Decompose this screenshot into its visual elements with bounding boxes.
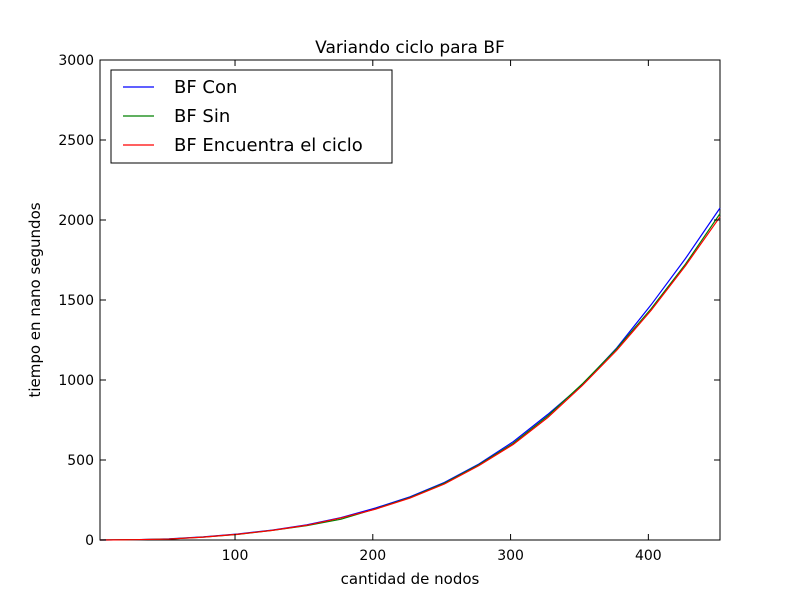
chart-title: Variando ciclo para BF (315, 38, 505, 58)
x-tick-label-1: 100 (222, 548, 249, 564)
legend-label-1: BF Con (174, 77, 237, 98)
x-axis-label: cantidad de nodos (341, 570, 480, 588)
x-tick-label-3: 300 (497, 548, 524, 564)
y-tick-label-4: 1500 (58, 293, 94, 309)
y-tick-label-7: 3000 (58, 53, 94, 69)
series-line-3 (99, 216, 721, 541)
ticks-layer: 100 200 300 400 0 500 1000 1500 2000 2500 3000 (58, 53, 720, 564)
y-tick-label-1: 0 (85, 533, 94, 549)
legend-items: BF Con BF Sin BF Encuentra el ciclo (123, 77, 363, 156)
x-tick-label-4: 400 (635, 548, 662, 564)
y-tick-label-5: 2000 (58, 213, 94, 229)
y-tick-label-2: 500 (67, 453, 94, 469)
legend: BF Con BF Sin BF Encuentra el ciclo (110, 69, 393, 164)
legend-frame (110, 69, 393, 164)
x-tick-label-2: 200 (359, 548, 386, 564)
series-layer (99, 207, 721, 541)
y-tick-label-3: 1000 (58, 373, 94, 389)
y-tick-label-6: 2500 (58, 133, 94, 149)
legend-label-2: BF Sin (174, 106, 230, 127)
y-axis-label: tiempo en nano segundos (26, 202, 44, 397)
legend-label-3: BF Encuentra el ciclo (174, 135, 363, 156)
